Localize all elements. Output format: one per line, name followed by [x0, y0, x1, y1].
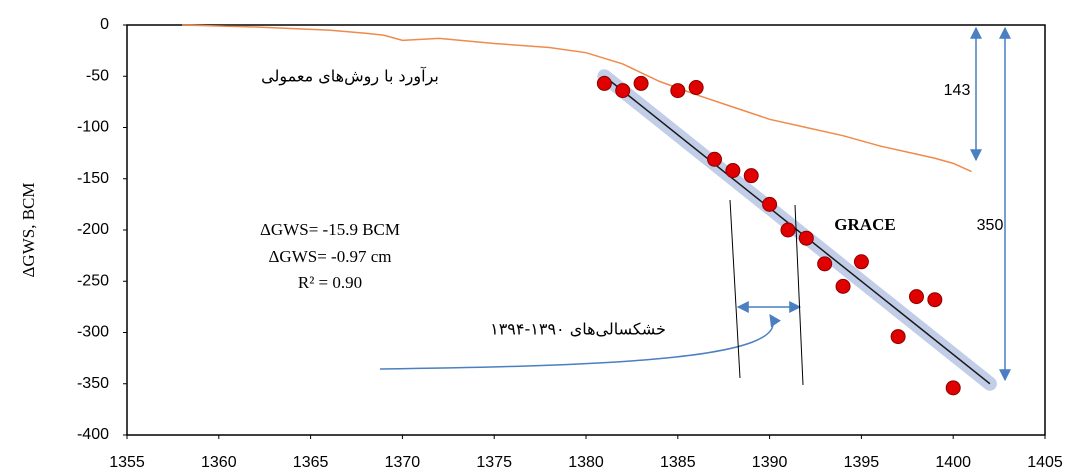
annotation: خشکسالی‌های ۱۳۹۰-۱۳۹۴: [490, 320, 666, 339]
point: [615, 83, 631, 99]
series-label: GRACE: [834, 215, 895, 234]
x-tick-label: 1405: [1027, 454, 1063, 471]
point: [927, 292, 943, 308]
y-tick-label: -250: [77, 272, 109, 289]
point: [908, 289, 924, 305]
point: [670, 83, 686, 99]
trend-line: [603, 75, 991, 385]
y-tick-label: -150: [77, 170, 109, 187]
x-tick-label: 1400: [935, 454, 971, 471]
y-tick-label: -400: [77, 426, 109, 443]
y-tick-label: -350: [77, 375, 109, 392]
annotation: 350: [977, 217, 1004, 234]
x-tick-label: 1385: [660, 454, 696, 471]
annotation: ΔGWS= -15.9 BCM: [260, 220, 400, 239]
annotation: R² = 0.90: [298, 273, 362, 292]
point: [798, 230, 814, 246]
point: [817, 256, 833, 272]
x-tick-label: 1390: [752, 454, 788, 471]
arrows: [379, 26, 1011, 382]
point: [853, 254, 869, 270]
annotation: 143: [944, 82, 971, 99]
line: [182, 24, 972, 173]
point: [707, 151, 723, 167]
y-axis-label: ΔGWS, BCM: [19, 182, 38, 277]
x-tick-label: 1355: [109, 454, 145, 471]
point: [743, 168, 759, 184]
y-tick-label: -200: [77, 221, 109, 238]
x-tick-label: 1360: [201, 454, 237, 471]
point: [596, 75, 612, 91]
point: [835, 278, 851, 294]
y-tick-label: -100: [77, 119, 109, 136]
x-tick-label: 1365: [293, 454, 329, 471]
point: [633, 75, 649, 91]
point: [688, 80, 704, 96]
point: [725, 163, 741, 179]
series-label: برآورد با روش‌های معمولی: [261, 67, 439, 87]
x-tick-label: 1395: [844, 454, 880, 471]
point: [945, 380, 961, 396]
x-tick-label: 1380: [568, 454, 604, 471]
y-tick-label: -300: [77, 324, 109, 341]
y-tick-label: -50: [86, 67, 109, 84]
x-tick-label: 1370: [385, 454, 421, 471]
point: [780, 222, 796, 238]
point: [762, 196, 778, 212]
point: [890, 329, 906, 345]
x-tick-label: 1375: [476, 454, 512, 471]
annotation: ΔGWS= -0.97 cm: [269, 247, 392, 266]
y-tick-label: 0: [100, 16, 109, 33]
drought-lines: [729, 199, 804, 386]
